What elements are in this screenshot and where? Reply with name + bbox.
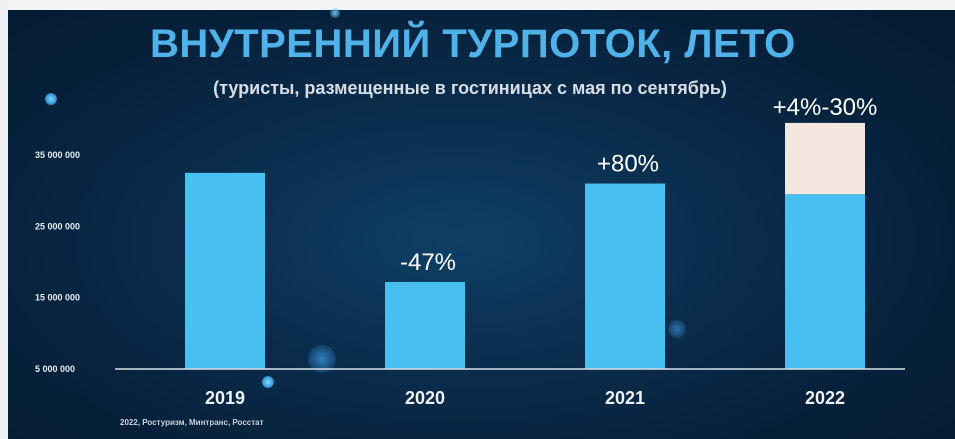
x-tick-label: 2020: [405, 388, 445, 408]
y-tick-label: 25 000 000: [35, 221, 80, 231]
left-border: [0, 0, 8, 439]
bar: [785, 194, 865, 369]
data-label: +80%: [597, 151, 659, 178]
y-tick-label: 15 000 000: [35, 293, 80, 303]
y-tick-label: 5 000 000: [35, 364, 75, 374]
glow-particle: [668, 320, 686, 338]
x-tick-label: 2021: [605, 388, 645, 408]
x-tick-label: 2019: [205, 388, 245, 408]
bar: [185, 172, 265, 369]
glow-particle: [45, 93, 57, 105]
glow-particle: [330, 8, 340, 18]
chart-title: ВНУТРЕННИЙ ТУРПОТОК, ЛЕТО: [150, 22, 796, 66]
data-label: -47%: [400, 249, 456, 276]
data-label: +4%-30%: [773, 94, 878, 121]
x-tick-label: 2022: [805, 388, 845, 408]
bar: [385, 281, 465, 369]
glow-particle: [262, 376, 274, 388]
source-note: 2022, Ростуризм, Минтранс, Росстат: [120, 418, 264, 427]
y-tick-label: 35 000 000: [35, 150, 80, 160]
bar-upper-segment: [785, 122, 865, 195]
chart-subtitle: (туристы, размещенные в гостиницах с мая…: [213, 78, 727, 98]
bar: [585, 183, 665, 369]
top-border: [0, 0, 955, 10]
